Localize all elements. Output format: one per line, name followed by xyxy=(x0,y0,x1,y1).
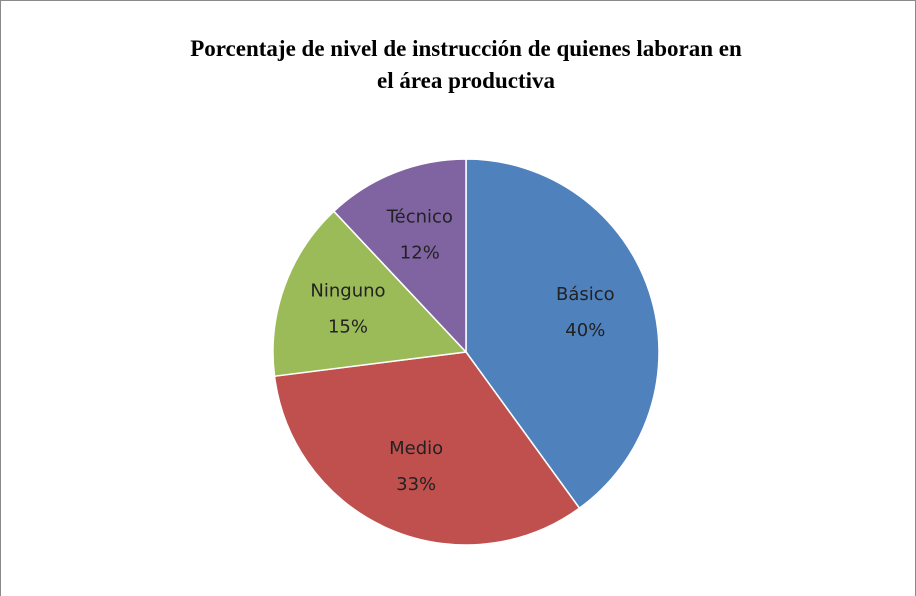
chart-title: Porcentaje de nivel de instrucción de qu… xyxy=(190,36,742,61)
slice-label: Técnico xyxy=(386,206,453,227)
pie-slice xyxy=(272,210,468,378)
slice-value-label: 33% xyxy=(396,474,436,495)
slice-value-label: 12% xyxy=(400,242,440,263)
pie-slice xyxy=(465,158,660,510)
slice-label: Básico xyxy=(556,284,615,305)
slice-value-label: 15% xyxy=(328,317,368,338)
pie-slice xyxy=(273,351,581,546)
chart-title: el área productiva xyxy=(377,68,556,93)
pie-slice xyxy=(332,158,467,354)
slice-value-label: 40% xyxy=(565,320,605,341)
slice-label: Medio xyxy=(389,438,443,459)
slice-label: Ninguno xyxy=(310,281,385,302)
